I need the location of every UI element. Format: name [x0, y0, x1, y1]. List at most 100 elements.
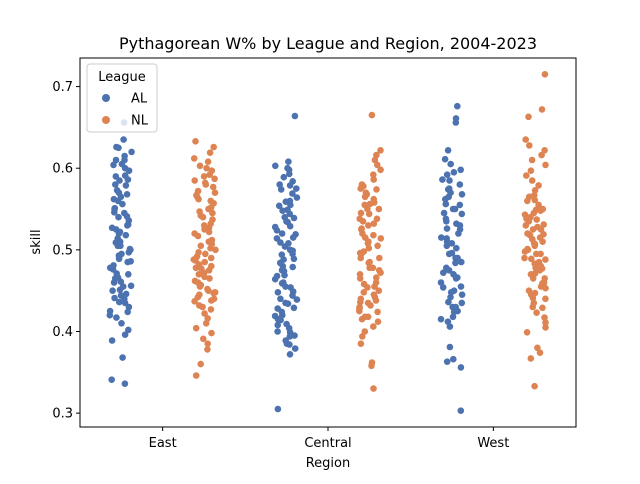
- data-point-nl: [208, 329, 215, 337]
- data-point-nl: [207, 254, 215, 262]
- data-point-al: [450, 169, 458, 176]
- data-point-nl: [197, 242, 205, 250]
- data-point-al: [446, 343, 454, 351]
- data-point-nl: [206, 275, 213, 282]
- data-point-nl: [210, 143, 217, 151]
- data-point-al: [112, 181, 119, 188]
- data-point-nl: [196, 162, 204, 170]
- data-point-nl: [357, 340, 365, 348]
- data-point-al: [289, 250, 296, 258]
- data-point-al: [286, 170, 293, 178]
- data-point-nl: [541, 147, 548, 154]
- data-point-al: [447, 189, 454, 196]
- data-point-al: [127, 246, 134, 254]
- data-point-nl: [527, 355, 535, 362]
- data-point-nl: [360, 280, 368, 288]
- data-point-nl: [364, 205, 371, 213]
- data-point-nl: [528, 156, 536, 164]
- data-point-al: [110, 279, 118, 286]
- data-point-nl: [205, 205, 212, 213]
- data-point-nl: [526, 142, 533, 149]
- data-point-nl: [542, 324, 549, 331]
- data-point-nl: [202, 320, 210, 327]
- data-point-nl: [360, 289, 368, 296]
- data-point-nl: [358, 226, 365, 233]
- x-tick-label: Central: [304, 436, 351, 451]
- data-point-al: [291, 112, 299, 120]
- data-point-al: [124, 222, 131, 229]
- x-tick-label: West: [477, 436, 509, 451]
- data-point-al: [438, 234, 445, 241]
- data-point-al: [457, 166, 465, 174]
- legend-label-nl: NL: [131, 114, 149, 129]
- data-point-nl: [374, 242, 381, 250]
- data-point-nl: [374, 161, 381, 169]
- data-point-al: [279, 311, 286, 319]
- y-tick-label: 0.7: [52, 80, 73, 95]
- data-point-nl: [533, 309, 540, 317]
- data-point-al: [111, 205, 118, 213]
- data-point-al: [274, 328, 281, 335]
- data-point-al: [106, 307, 114, 315]
- x-axis: East Central West: [149, 427, 509, 451]
- data-point-nl: [197, 360, 204, 368]
- data-point-al: [282, 283, 289, 290]
- data-point-al: [449, 303, 456, 311]
- legend-marker-nl: [102, 116, 110, 124]
- data-point-al: [443, 171, 451, 178]
- data-point-al: [442, 200, 450, 208]
- data-point-nl: [371, 283, 378, 290]
- data-point-al: [440, 209, 448, 217]
- data-point-al: [111, 294, 118, 302]
- data-point-al: [117, 278, 125, 286]
- data-point-nl: [537, 207, 544, 214]
- data-point-al: [128, 148, 135, 156]
- data-point-al: [450, 287, 458, 295]
- data-point-al: [457, 364, 465, 371]
- legend: League AL NL: [86, 63, 158, 133]
- data-point-nl: [196, 291, 203, 299]
- data-point-nl: [539, 304, 546, 312]
- data-point-nl: [200, 335, 207, 343]
- data-point-al: [285, 240, 292, 247]
- data-point-al: [122, 182, 130, 189]
- data-point-al: [119, 283, 127, 290]
- data-point-al: [118, 160, 126, 168]
- data-point-al: [456, 201, 464, 209]
- data-point-nl: [370, 176, 378, 183]
- data-point-nl: [192, 138, 199, 145]
- data-point-nl: [191, 298, 198, 305]
- data-point-nl: [193, 193, 201, 201]
- data-point-al: [290, 214, 298, 222]
- data-point-nl: [366, 258, 373, 266]
- data-point-nl: [361, 328, 369, 335]
- data-point-al: [275, 202, 283, 210]
- data-point-al: [440, 269, 447, 277]
- data-point-nl: [373, 274, 380, 281]
- data-point-al: [452, 119, 460, 126]
- data-point-al: [457, 283, 465, 290]
- data-point-nl: [523, 172, 530, 179]
- data-point-nl: [368, 111, 376, 119]
- data-point-nl: [531, 382, 538, 390]
- data-point-nl: [209, 209, 216, 217]
- data-point-al: [125, 326, 132, 334]
- data-point-nl: [538, 106, 546, 113]
- data-point-al: [274, 321, 282, 329]
- data-point-nl: [211, 189, 219, 196]
- data-point-nl: [207, 244, 214, 252]
- legend-title: League: [98, 70, 145, 85]
- data-point-al: [454, 254, 461, 262]
- data-point-al: [121, 209, 128, 217]
- data-point-nl: [204, 158, 212, 165]
- data-point-al: [286, 351, 294, 358]
- data-point-nl: [365, 222, 372, 229]
- data-point-nl: [212, 246, 219, 254]
- data-point-nl: [376, 254, 383, 262]
- data-point-nl: [537, 283, 545, 290]
- data-point-nl: [356, 271, 364, 278]
- data-point-nl: [366, 264, 373, 272]
- data-point-al: [108, 376, 115, 384]
- data-point-nl: [522, 136, 529, 143]
- y-axis-label: skill: [29, 229, 44, 254]
